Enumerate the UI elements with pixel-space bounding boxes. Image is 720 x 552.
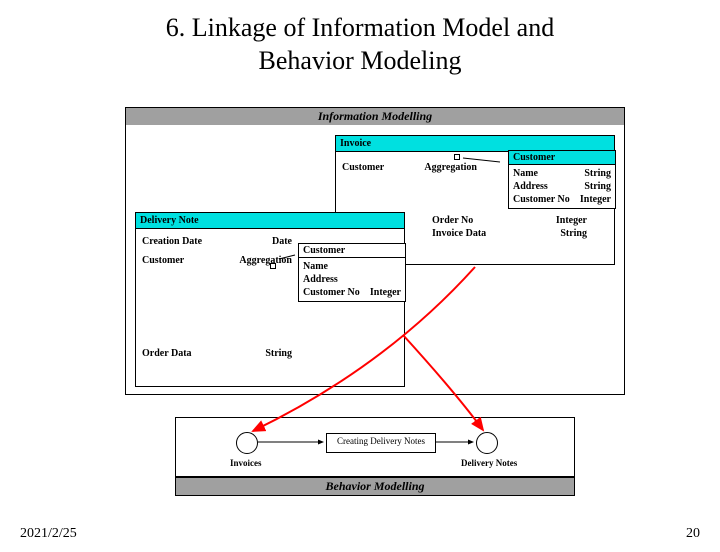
slide-title: 6. Linkage of Information Model and Beha… [0, 12, 720, 77]
invoice-customer-box: Customer NameString AddressString Custom… [508, 150, 616, 209]
diagram-area: Information Modelling Invoice Customer A… [105, 107, 645, 507]
invoice-agg-connector [454, 154, 460, 160]
delivery-order-row: Order Data String [142, 347, 292, 360]
info-modelling-header: Information Modelling [125, 107, 625, 126]
info-modelling-label: Information Modelling [318, 109, 432, 123]
flow-right-label: Delivery Notes [461, 458, 517, 468]
invoice-row-0: Customer Aggregation [342, 161, 477, 174]
behavior-box: Creating Delivery Notes Invoices Deliver… [175, 417, 575, 477]
inv-cust-row-0: NameString [513, 167, 611, 180]
delivery-body: Creation Date Date Customer Aggregation … [136, 229, 404, 381]
invoice-extra-0: Order NoInteger [432, 214, 587, 227]
delivery-box: Delivery Note Creation Date Date Custome… [135, 212, 405, 387]
inv-cust-row-2: Customer NoInteger [513, 193, 611, 206]
flow-left-label: Invoices [230, 458, 262, 468]
delivery-row-0: Creation Date Date [142, 235, 292, 248]
invoice-customer-title: Customer [509, 151, 615, 165]
title-line-2: Behavior Modeling [259, 46, 462, 75]
flow-node-delivery [476, 432, 498, 454]
del-cust-row-2: Customer NoInteger [303, 286, 401, 299]
invoice-extra-1: Invoice DataString [432, 227, 587, 240]
delivery-title: Delivery Note [136, 213, 404, 229]
behavior-modelling-label: Behavior Modelling [325, 479, 424, 493]
del-cust-row-1: Address [303, 273, 401, 286]
flow-node-invoices [236, 432, 258, 454]
delivery-agg-connector [270, 263, 276, 269]
flow-rect-creating: Creating Delivery Notes [326, 433, 436, 453]
inv-cust-row-1: AddressString [513, 180, 611, 193]
delivery-customer-box: Customer Name Address Customer NoInteger [298, 243, 406, 302]
delivery-customer-title: Customer [299, 244, 405, 258]
behavior-modelling-header: Behavior Modelling [175, 477, 575, 496]
del-cust-row-0: Name [303, 260, 401, 273]
title-line-1: 6. Linkage of Information Model and [166, 13, 554, 42]
flow-middle-label: Creating Delivery Notes [337, 436, 425, 446]
